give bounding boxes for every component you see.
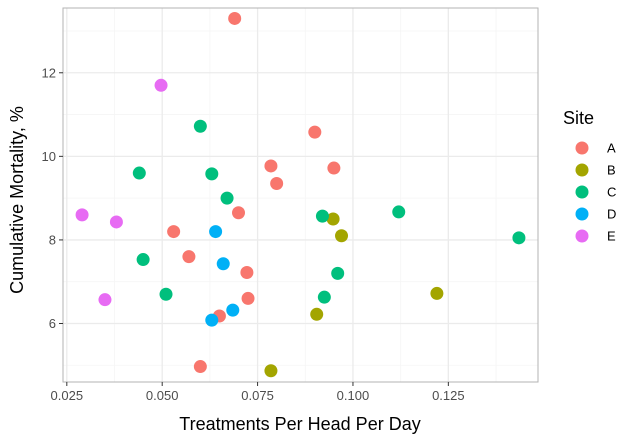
data-point-b [310,307,324,321]
data-point-a [228,11,242,25]
y-axis-title: Cumulative Mortality, % [7,106,27,294]
legend-label-e: E [607,229,616,244]
legend-label-c: C [607,185,616,200]
x-tick-label: 0.125 [432,388,465,403]
legend-key-b [575,163,589,177]
x-tick-label: 0.100 [337,388,370,403]
data-points [75,11,526,378]
data-point-a [193,360,207,374]
x-tick-label: 0.050 [146,388,179,403]
data-point-a [182,250,196,264]
data-point-a [167,225,181,239]
data-point-a [327,161,341,175]
data-point-e [98,293,112,307]
data-point-b [264,364,278,378]
y-tick-label: 8 [49,232,56,247]
data-point-c [159,287,173,301]
data-point-e [109,215,123,229]
y-tick-label: 12 [42,65,56,80]
legend-key-e [575,229,589,243]
data-point-a [270,177,284,191]
data-point-d [209,225,223,239]
data-point-a [264,159,278,173]
legend-label-d: D [607,207,616,222]
legend-key-c [575,185,589,199]
x-tick-label: 0.025 [51,388,84,403]
data-point-b [326,212,340,226]
data-point-a [241,291,255,305]
data-point-b [430,286,444,300]
legend-title: Site [563,108,594,128]
minor-gridlines [63,8,538,382]
panel-border [62,7,539,383]
y-axis: 6 8 10 12 [42,65,63,331]
y-tick-label: 6 [49,316,56,331]
data-point-c [331,266,345,280]
major-gridlines [63,8,538,382]
legend-key-a [575,141,589,155]
data-point-c [392,205,406,219]
data-point-c [132,166,146,180]
data-point-c [220,191,234,205]
data-point-b [335,229,349,243]
data-point-c [193,119,207,133]
data-point-e [75,208,89,222]
data-point-c [315,209,329,223]
legend-label-a: A [607,141,616,156]
data-point-d [216,257,230,271]
data-point-c [205,167,219,181]
data-point-d [226,303,240,317]
data-point-a [232,206,246,220]
data-point-d [205,313,219,327]
data-point-a [240,266,254,280]
x-tick-label: 0.075 [241,388,274,403]
data-point-e [154,78,168,92]
data-point-a [308,125,322,139]
data-point-c [317,290,331,304]
y-tick-label: 10 [42,149,56,164]
x-axis-title: Treatments Per Head Per Day [179,414,420,434]
legend-key-d [575,207,589,221]
x-axis: 0.025 0.050 0.075 0.100 0.125 [51,382,465,403]
data-point-c [512,231,526,245]
legend-label-b: B [607,163,616,178]
data-point-c [136,253,150,267]
